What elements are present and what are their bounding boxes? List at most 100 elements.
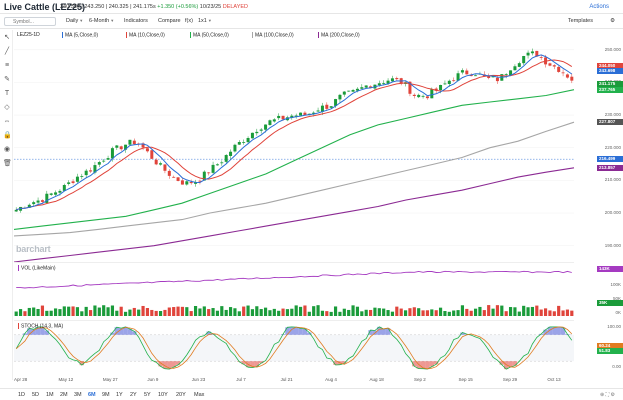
period-1y[interactable]: 1Y — [116, 392, 123, 398]
period-2y[interactable]: 2Y — [130, 392, 137, 398]
trash-icon[interactable]: 🗑 — [3, 160, 12, 167]
volume-bar — [62, 306, 66, 316]
lock-icon[interactable]: 🔒 — [3, 132, 12, 139]
stoch-overbought — [44, 330, 49, 335]
candle — [176, 177, 180, 181]
period-10y[interactable]: 10Y — [158, 392, 168, 398]
price-chart[interactable] — [14, 40, 594, 262]
legend-ma5-label: MA (5,Close,0) — [65, 32, 99, 39]
trendline-icon[interactable]: ╱ — [4, 48, 10, 55]
quote-date: 10/23/25 — [199, 4, 222, 10]
period-max[interactable]: Max — [194, 392, 205, 398]
candle — [75, 176, 79, 182]
candle — [250, 132, 254, 139]
volume-bar — [23, 311, 27, 316]
stoch-overbought — [127, 329, 133, 335]
price-tick: 190.000 — [604, 242, 621, 248]
volume-bar — [325, 311, 329, 316]
chevron-down-icon: ▼ — [207, 18, 212, 23]
volume-bar — [452, 310, 456, 316]
crosshair-icon[interactable]: ↖ — [4, 34, 10, 41]
volume-bar — [465, 308, 469, 316]
period-3m[interactable]: 3M — [74, 392, 82, 398]
volume-bar — [211, 308, 215, 316]
period-20y[interactable]: 20Y — [176, 392, 186, 398]
chevron-down-icon: ▼ — [79, 18, 84, 23]
candle — [487, 75, 491, 79]
volume-bar — [517, 311, 521, 316]
candle — [255, 131, 259, 134]
volume-bar — [27, 307, 31, 316]
stoch-oversold — [154, 361, 159, 363]
stoch-overbought — [35, 326, 41, 335]
candle — [110, 148, 114, 159]
fx-button[interactable]: f(x) — [185, 18, 193, 24]
period-6m[interactable]: 6M — [88, 392, 96, 398]
candle — [452, 80, 456, 82]
ma5-line — [16, 54, 573, 211]
volume-bar — [259, 309, 263, 316]
measure-icon[interactable]: ⇔ — [3, 118, 11, 125]
candle — [369, 86, 373, 89]
text-icon[interactable]: T — [4, 90, 10, 97]
date-tick: Oct 13 — [547, 377, 561, 382]
shapes-icon[interactable]: ◇ — [4, 104, 10, 111]
templates-button[interactable]: Templates — [567, 18, 593, 24]
candle — [329, 106, 333, 108]
stoch-overbought — [385, 328, 391, 335]
candle — [277, 115, 281, 119]
volume-bar — [198, 308, 202, 316]
stoch-overbought — [543, 329, 548, 335]
period-1d[interactable]: 1D — [18, 392, 26, 398]
range-select[interactable]: 6-Month▼ — [89, 18, 114, 24]
volume-bar — [246, 305, 250, 316]
candle — [32, 202, 36, 205]
period-1m[interactable]: 1M — [46, 392, 54, 398]
eye-icon[interactable]: ◉ — [3, 146, 11, 153]
candle — [325, 104, 329, 109]
period-select[interactable]: Daily▼ — [66, 18, 83, 24]
period-2m[interactable]: 2M — [60, 392, 68, 398]
symbol-search-input[interactable] — [4, 17, 56, 26]
volume-bar — [163, 309, 167, 316]
volume-title-label: VOL (LikeMain) — [21, 265, 56, 272]
candle — [180, 180, 184, 185]
volume-bar — [526, 307, 530, 316]
volume-bar — [417, 308, 421, 316]
settings-gear-icon[interactable]: ⚙ — [610, 18, 615, 24]
volume-tick: 0K — [615, 310, 621, 315]
fibonacci-icon[interactable]: ≡ — [4, 62, 10, 69]
candle — [561, 72, 565, 74]
candle — [334, 99, 338, 106]
stoch-oversold — [434, 361, 439, 365]
volume-bar — [430, 309, 434, 316]
period-9m[interactable]: 9M — [102, 392, 110, 398]
actions-button[interactable]: Actions — [589, 4, 609, 10]
zoom-icon[interactable]: ⊕ — [600, 392, 605, 398]
stoch-overbought — [298, 328, 303, 335]
period-5y[interactable]: 5Y — [144, 392, 151, 398]
ma50-line — [14, 89, 575, 230]
legend-ma5: MA (5,Close,0) — [62, 32, 98, 38]
stochastic-chart[interactable] — [14, 320, 594, 376]
fullscreen-icon[interactable]: ⛶ — [605, 392, 610, 398]
volume-bar — [115, 310, 119, 316]
volume-bar — [508, 307, 513, 316]
price-tick: 230.000 — [604, 112, 621, 118]
gear-icon[interactable]: ⚙ — [610, 392, 615, 398]
price-label: 243.698 — [597, 68, 623, 75]
period-5d[interactable]: 5D — [32, 392, 40, 398]
volume-bar — [250, 309, 255, 316]
pencil-icon[interactable]: ✎ — [4, 76, 10, 83]
candle — [145, 148, 149, 152]
volume-chart[interactable] — [14, 262, 594, 318]
candle — [84, 170, 88, 176]
candle — [154, 159, 158, 165]
volume-bar — [443, 311, 447, 316]
compare-button[interactable]: Compare — [158, 18, 181, 24]
price-label: 227.807 — [597, 119, 623, 126]
indicators-button[interactable]: Indicators — [124, 18, 148, 24]
layout-select[interactable]: 1x1▼ — [198, 18, 212, 24]
candle — [522, 56, 526, 64]
volume-bar — [460, 305, 465, 316]
